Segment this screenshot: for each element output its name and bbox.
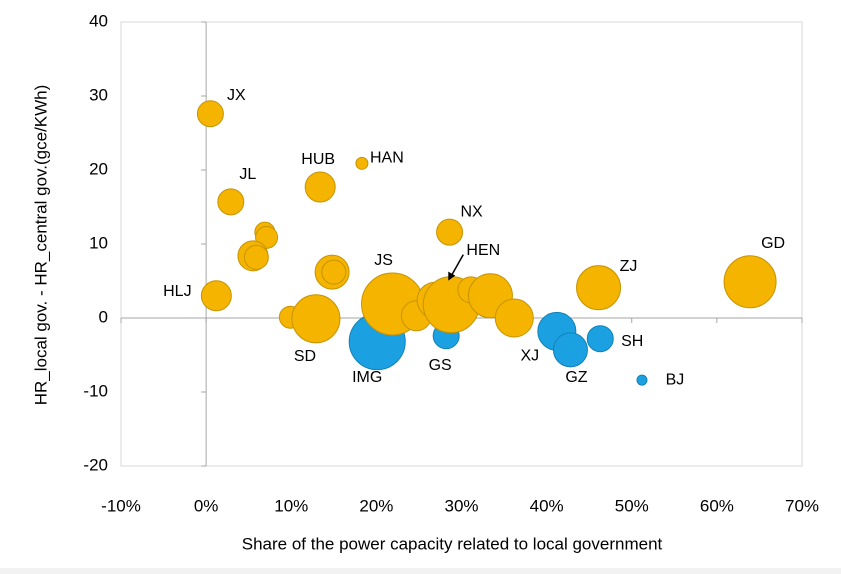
point-label: XJ bbox=[521, 348, 540, 365]
y-axis-label: HR_local gov. - HR_central gov.(gce/KWh) bbox=[31, 85, 50, 406]
bubble bbox=[243, 244, 269, 270]
bubble bbox=[494, 298, 534, 338]
bottom-bar bbox=[0, 568, 841, 574]
y-tick-label: -10 bbox=[83, 381, 108, 400]
bubble bbox=[723, 255, 777, 309]
x-tick-label: 20% bbox=[359, 496, 393, 515]
point-label: IMG bbox=[352, 369, 382, 386]
point-label: BJ bbox=[666, 371, 685, 388]
y-tick-label: 40 bbox=[89, 11, 108, 30]
point-label: HUB bbox=[301, 151, 335, 168]
bubble bbox=[321, 259, 347, 285]
y-tick-label: -20 bbox=[83, 455, 108, 474]
bubble bbox=[304, 171, 336, 203]
point-label: NX bbox=[460, 203, 483, 220]
x-tick-label: 10% bbox=[274, 496, 308, 515]
point-label: GZ bbox=[565, 369, 587, 386]
y-tick-label: 20 bbox=[89, 159, 108, 178]
point-label: GS bbox=[429, 357, 452, 374]
bubble bbox=[636, 374, 648, 386]
x-tick-label: 40% bbox=[530, 496, 564, 515]
bubble bbox=[200, 280, 232, 312]
bubble bbox=[576, 265, 622, 311]
y-tick-label: 0 bbox=[99, 307, 108, 326]
point-label: GD bbox=[761, 235, 785, 252]
bubble bbox=[586, 325, 614, 353]
y-tick-label: 30 bbox=[89, 85, 108, 104]
x-tick-label: 30% bbox=[444, 496, 478, 515]
point-label: HLJ bbox=[163, 283, 191, 300]
point-label: JX bbox=[227, 87, 246, 104]
y-tick-label: 10 bbox=[89, 233, 108, 252]
point-label: JL bbox=[239, 166, 256, 183]
bubble bbox=[196, 100, 224, 128]
bubble bbox=[552, 332, 588, 368]
x-tick-label: 70% bbox=[785, 496, 819, 515]
arrow-head bbox=[448, 271, 456, 281]
x-tick-label: -10% bbox=[101, 496, 141, 515]
point-label: HAN bbox=[370, 150, 404, 167]
point-label: ZJ bbox=[620, 258, 638, 275]
bubble bbox=[436, 218, 464, 246]
x-tick-label: 60% bbox=[700, 496, 734, 515]
point-label: HEN bbox=[466, 242, 500, 259]
bubble bbox=[291, 294, 341, 344]
plot-frame bbox=[120, 21, 803, 467]
bubble bbox=[355, 156, 369, 170]
x-tick-label: 0% bbox=[194, 496, 219, 515]
point-label: SH bbox=[621, 333, 643, 350]
label-arrow bbox=[449, 254, 464, 279]
x-tick-label: 50% bbox=[615, 496, 649, 515]
x-axis-label: Share of the power capacity related to l… bbox=[242, 534, 663, 553]
point-label: SD bbox=[294, 348, 316, 365]
bubble bbox=[217, 188, 245, 216]
point-label: JS bbox=[374, 252, 393, 269]
